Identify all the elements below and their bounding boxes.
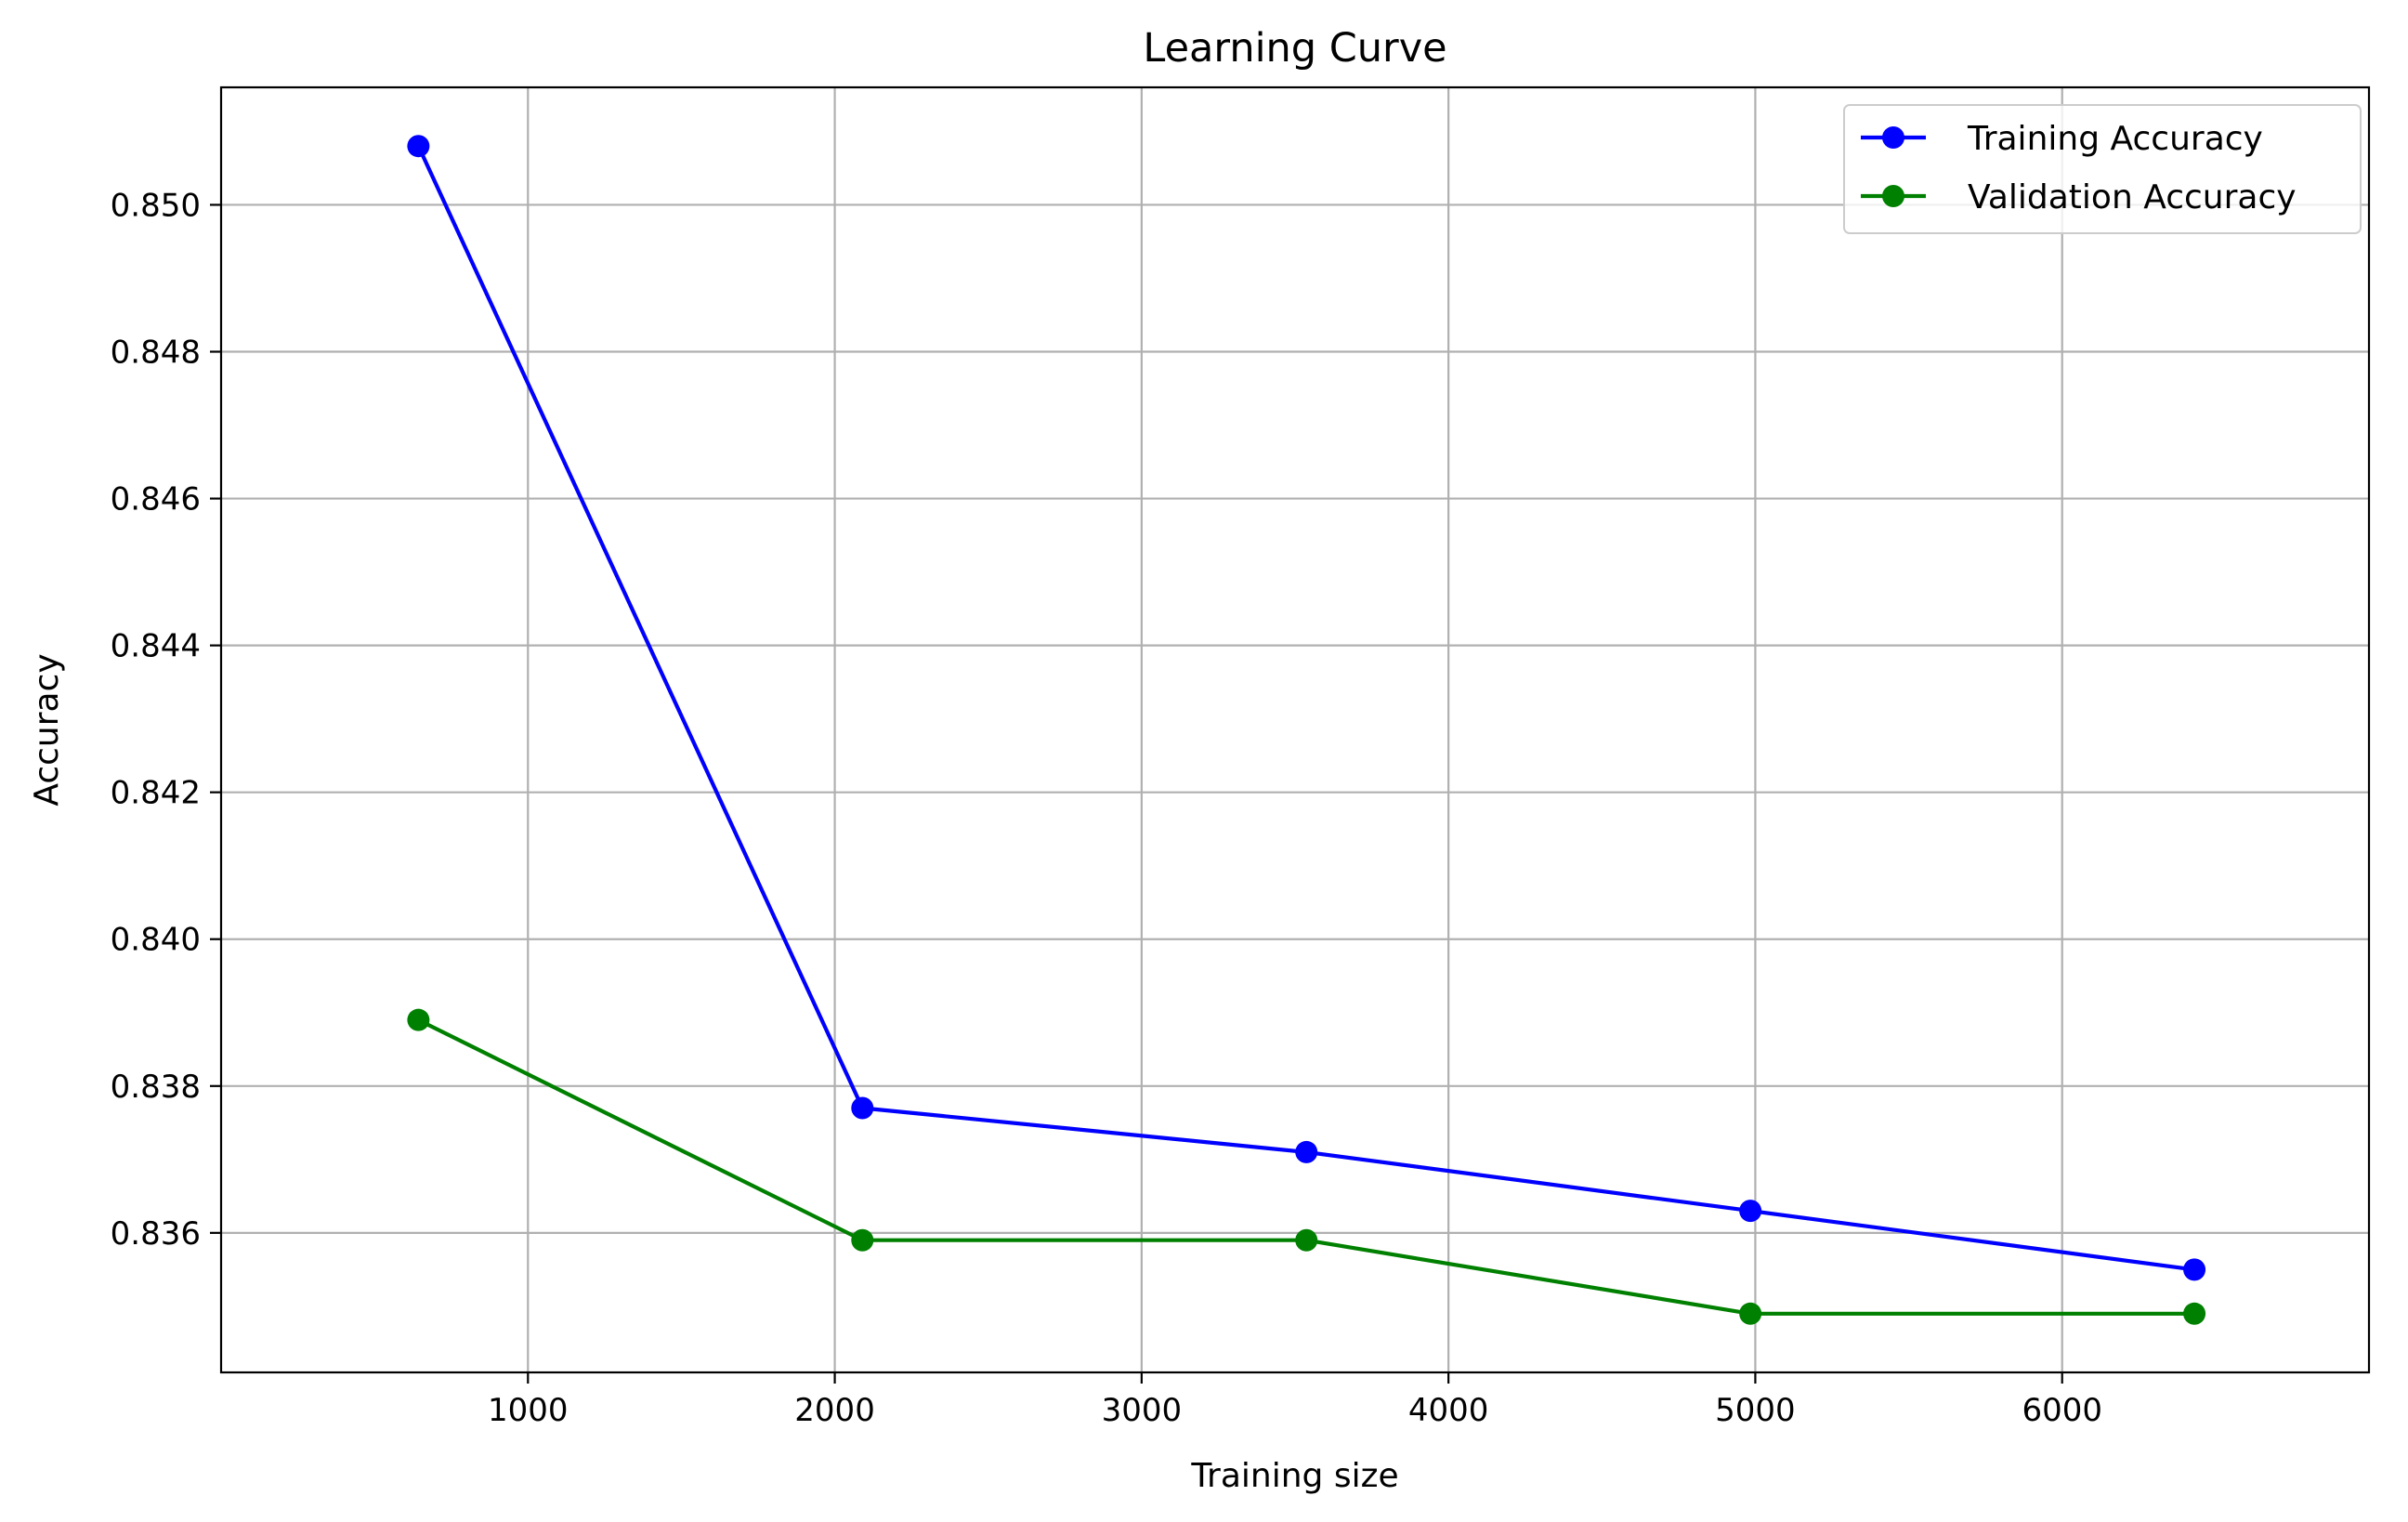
validation-accuracy-series [407, 1008, 2206, 1325]
validation-accuracy-point [851, 1228, 874, 1252]
y-tick-label: 0.850 [111, 187, 201, 224]
legend-validation-accuracy-label: Validation Accuracy [1968, 178, 2297, 216]
axes-frame [219, 85, 2371, 1374]
y-tick-label: 0.842 [111, 775, 201, 812]
legend-training-accuracy-marker [1882, 126, 1904, 149]
plot-series [407, 135, 2206, 1325]
legend-validation-accuracy-marker [1882, 185, 1904, 207]
validation-accuracy-point [407, 1008, 430, 1031]
validation-accuracy-point [1739, 1302, 1762, 1325]
y-axis-label: Accuracy [28, 653, 66, 806]
y-tick-label: 0.846 [111, 481, 201, 518]
chart-title: Learning Curve [1143, 25, 1446, 72]
validation-accuracy-point [2183, 1302, 2206, 1325]
legend: Training Accuracy Validation Accuracy [1843, 104, 2362, 234]
x-tick-label: 1000 [488, 1392, 569, 1429]
x-tick-label: 6000 [2022, 1392, 2102, 1429]
x-tick-label: 2000 [794, 1392, 875, 1429]
y-tick-label: 0.848 [111, 335, 201, 372]
x-tick-label: 5000 [1715, 1392, 1796, 1429]
x-axis-label: Training size [1190, 1457, 1398, 1495]
x-tick-label: 3000 [1102, 1392, 1183, 1429]
grid-lines [221, 87, 2369, 1372]
legend-training-accuracy-label: Training Accuracy [1967, 120, 2263, 158]
legend-box [1843, 104, 2362, 234]
y-tick-label: 0.838 [111, 1069, 201, 1106]
training-accuracy-point [851, 1096, 874, 1120]
y-tick-label: 0.840 [111, 922, 201, 959]
axis-ticks: 1000 2000 3000 4000 5000 6000 0.836 0.838 0.840 0… [111, 187, 2102, 1429]
training-accuracy-series [407, 135, 2206, 1281]
y-tick-label: 0.844 [111, 628, 201, 665]
training-accuracy-point [1739, 1200, 1762, 1223]
training-accuracy-point [2183, 1258, 2206, 1281]
y-tick-label: 0.836 [111, 1215, 201, 1253]
validation-accuracy-point [1295, 1228, 1318, 1252]
training-accuracy-point [407, 135, 430, 158]
x-tick-label: 4000 [1408, 1392, 1489, 1429]
training-accuracy-point [1295, 1140, 1318, 1163]
